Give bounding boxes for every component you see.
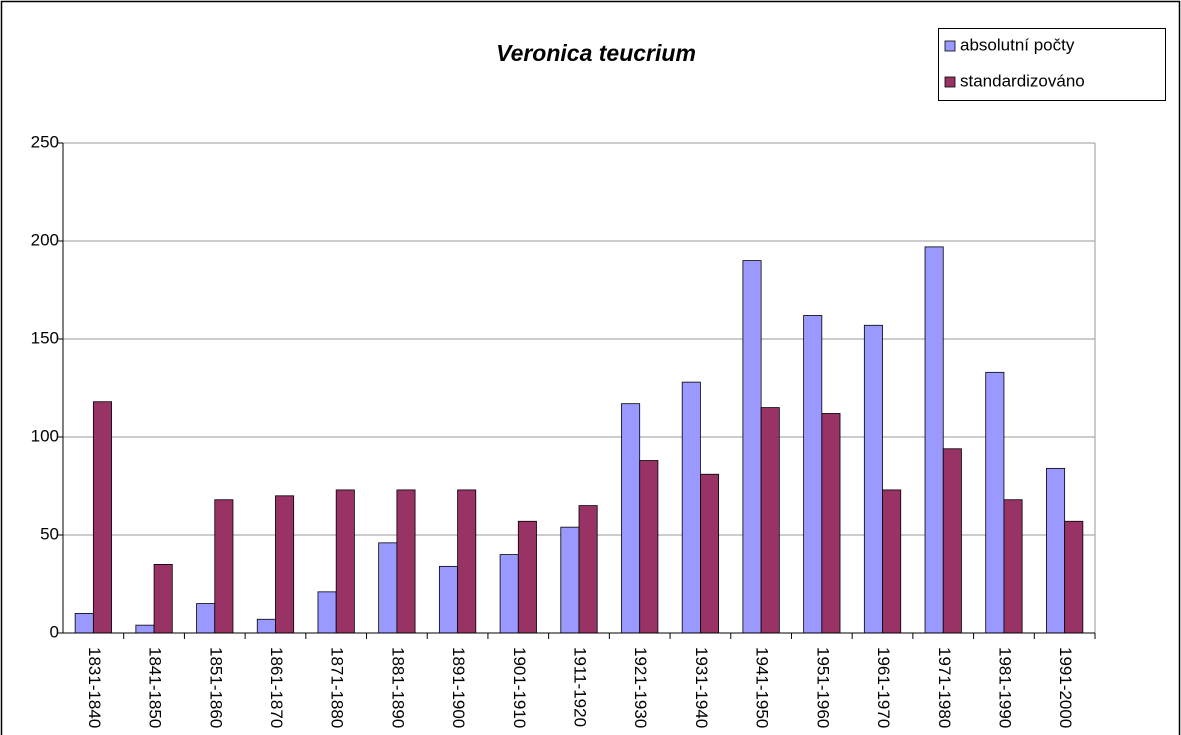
bar	[275, 495, 295, 634]
bar	[499, 554, 519, 634]
bar	[1064, 520, 1084, 634]
x-tick-label: 1831-1840	[85, 647, 104, 728]
x-tick-label: 1871-1880	[328, 647, 347, 728]
bar	[621, 403, 641, 634]
legend-swatch	[944, 40, 956, 52]
x-tick-label: 1951-1960	[813, 647, 832, 728]
bar	[378, 542, 398, 634]
bar	[92, 401, 112, 634]
bar	[1003, 499, 1023, 634]
bar	[578, 505, 598, 634]
bar	[760, 407, 780, 634]
x-tick-label: 1891-1900	[449, 647, 468, 728]
bar	[821, 413, 841, 634]
bar	[700, 473, 720, 634]
bar	[335, 489, 355, 634]
bar	[560, 526, 580, 634]
legend	[938, 28, 1166, 101]
y-tick-label: 50	[40, 524, 59, 543]
x-tick-label: 1851-1860	[206, 647, 225, 728]
x-tick-label: 1971-1980	[935, 647, 954, 728]
y-tick-label: 200	[31, 230, 59, 249]
bar	[681, 381, 701, 634]
x-tick-label: 1961-1970	[874, 647, 893, 728]
bar	[882, 489, 902, 634]
bar	[985, 371, 1005, 634]
x-tick-label: 1981-1990	[995, 647, 1014, 728]
bar	[924, 246, 944, 634]
bar	[438, 565, 458, 634]
chart-title: Veronica teucrium	[496, 40, 696, 66]
y-tick-label: 250	[31, 132, 59, 151]
legend-swatch	[944, 76, 956, 88]
y-tick-label: 0	[50, 622, 59, 641]
legend-label: absolutní počty	[960, 35, 1075, 54]
x-tick-label: 1841-1850	[146, 647, 165, 728]
bar	[153, 564, 173, 634]
bar	[742, 260, 762, 634]
bar	[517, 520, 537, 634]
bar	[196, 603, 216, 634]
bar	[317, 591, 337, 634]
bar	[803, 315, 823, 634]
x-tick-label: 1911-1920	[571, 647, 590, 727]
bar	[396, 489, 416, 634]
bar	[74, 613, 94, 634]
x-tick-label: 1861-1870	[267, 647, 286, 728]
x-tick-label: 1931-1940	[692, 647, 711, 728]
bar	[1046, 467, 1066, 634]
x-tick-label: 1921-1930	[631, 647, 650, 728]
x-tick-label: 1991-2000	[1056, 647, 1075, 728]
bar	[942, 448, 962, 634]
x-tick-label: 1941-1950	[753, 647, 772, 728]
bar	[135, 624, 155, 634]
bar	[256, 618, 276, 634]
bar	[214, 499, 234, 634]
x-tick-label: 1901-1910	[510, 647, 529, 728]
bar	[457, 489, 477, 634]
bar	[639, 460, 659, 634]
legend-label: standardizováno	[960, 71, 1085, 90]
x-tick-label: 1881-1890	[388, 647, 407, 728]
y-tick-label: 150	[31, 328, 59, 347]
y-tick-label: 100	[31, 426, 59, 445]
bar	[863, 324, 883, 634]
